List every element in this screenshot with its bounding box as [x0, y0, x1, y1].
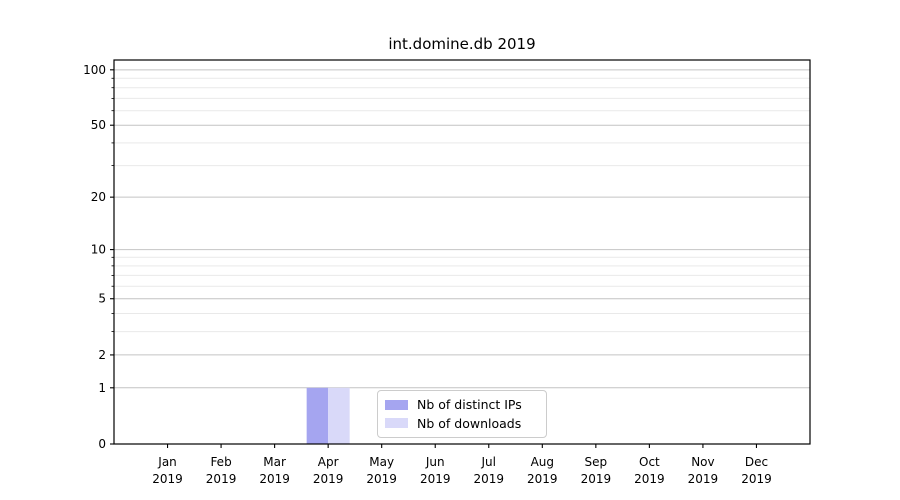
bar — [306, 387, 329, 444]
legend-label: Nb of distinct IPs — [417, 397, 522, 413]
chart-title: int.domine.db 2019 — [388, 35, 536, 53]
x-tick-label-month: Oct — [639, 455, 660, 469]
y-tick-label: 5 — [98, 292, 106, 306]
y-tick-label: 10 — [91, 243, 106, 257]
x-tick-label-year: 2019 — [741, 472, 772, 486]
x-tick-label-year: 2019 — [259, 472, 290, 486]
x-tick-label-month: May — [369, 455, 394, 469]
legend-item: Nb of distinct IPs — [385, 397, 539, 412]
x-tick-label-year: 2019 — [206, 472, 237, 486]
y-tick-label: 0 — [98, 437, 106, 451]
x-tick-label-month: Dec — [745, 455, 768, 469]
x-tick-label-month: Sep — [585, 455, 608, 469]
x-tick-label-year: 2019 — [527, 472, 558, 486]
x-tick-label-month: Aug — [531, 455, 554, 469]
x-tick-label-month: Nov — [691, 455, 714, 469]
x-tick-label-year: 2019 — [420, 472, 451, 486]
x-tick-label-month: Feb — [210, 455, 231, 469]
legend-label: Nb of downloads — [417, 415, 522, 431]
legend-swatch — [385, 418, 408, 429]
x-tick-label-month: Apr — [318, 455, 339, 469]
x-tick-label-month: Mar — [263, 455, 286, 469]
x-tick-label-year: 2019 — [634, 472, 665, 486]
y-tick-label: 100 — [83, 63, 106, 77]
x-tick-label-month: Jul — [481, 455, 496, 469]
x-tick-label-year: 2019 — [366, 472, 397, 486]
x-tick-label-month: Jan — [157, 455, 177, 469]
y-tick-label: 2 — [98, 348, 106, 362]
legend: Nb of distinct IPs Nb of downloads — [377, 390, 547, 438]
x-tick-label-year: 2019 — [152, 472, 183, 486]
y-tick-label: 20 — [91, 190, 106, 204]
legend-swatch — [385, 399, 408, 410]
bar — [328, 387, 350, 444]
y-tick-label: 50 — [91, 118, 106, 132]
x-tick-label-year: 2019 — [473, 472, 504, 486]
x-tick-label-year: 2019 — [688, 472, 719, 486]
plot-box — [113, 59, 811, 445]
x-tick-label-month: Jun — [425, 455, 445, 469]
x-tick-label-year: 2019 — [313, 472, 344, 486]
legend-item: Nb of downloads — [385, 416, 539, 431]
x-tick-label-year: 2019 — [581, 472, 612, 486]
y-tick-label: 1 — [98, 381, 106, 395]
